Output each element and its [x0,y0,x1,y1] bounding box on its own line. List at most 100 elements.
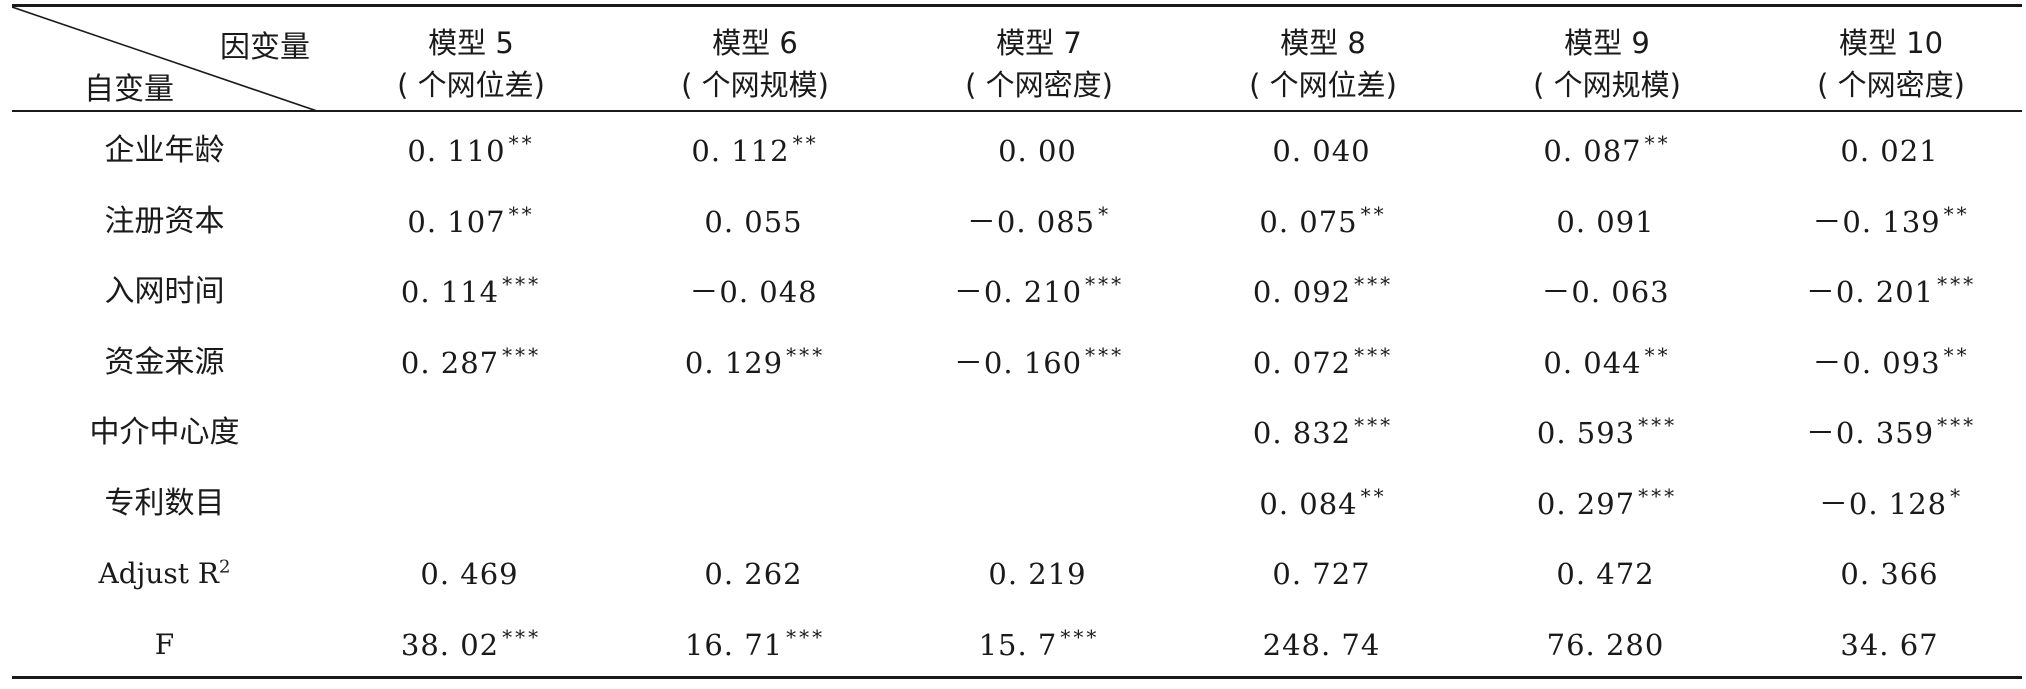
row-label: 资金来源 [12,328,317,398]
coefficient-value: －0. 085 [966,204,1096,239]
table-cell: 34. 67 [1751,610,2026,680]
table-cell [331,398,611,468]
table-cell: 0. 262 [615,539,895,609]
table-cell: 0. 727 [1183,539,1463,609]
table-row: 入网时间 0. 114 *** －0. 048 －0. 210 *** 0. 092 *** －… [12,257,2022,327]
row-label-text: 入网时间 [104,274,225,309]
dependent-variable-label: 因变量 [220,30,310,65]
model-name: 模型 5 [428,26,514,60]
significance-stars: ** [1360,201,1387,226]
coefficient-value: 0. 472 [1556,557,1655,591]
row-label-text: 资金来源 [104,344,225,380]
coefficient-value: －0. 201 [1805,275,1935,309]
table-cell: －0. 359 *** [1751,398,2026,468]
coefficient-value: 0. 129 [684,345,784,380]
table-cell: 0. 040 [1183,116,1463,186]
column-header: 模型 7 ( 个网密度) [899,22,1179,106]
table-cell: 0. 055 [615,187,895,257]
row-label: Adjust R2 [12,539,317,609]
table-cell: 0. 084 ** [1183,469,1463,539]
coefficient-value: 16. 71 [684,627,784,662]
table-cell: 38. 02 *** [331,610,611,680]
significance-stars: *** [1354,272,1394,297]
table-cell [615,398,895,468]
row-label-text: 注册资本 [104,203,225,239]
table-cell: 0. 593 *** [1467,398,1747,468]
table-cell: 0. 091 [1467,187,1747,257]
model-dependent-variable: ( 个网位差) [1249,68,1397,102]
model-name: 模型 7 [996,26,1082,60]
coefficient-value: 0. 084 [1259,486,1358,521]
table-cell: 0. 287 *** [331,328,611,398]
table-cell: 0. 114 *** [331,257,611,327]
model-name: 模型 8 [1280,26,1366,60]
significance-stars: * [1950,483,1964,508]
significance-stars: ** [508,201,535,226]
significance-stars: * [1098,201,1112,226]
table-cell: －0. 128 * [1751,469,2026,539]
coefficient-value: －0. 160 [953,345,1083,380]
table-cell: 0. 107 ** [331,187,611,257]
table-cell [899,469,1179,539]
coefficient-value: 0. 040 [1272,134,1371,168]
diagonal-divider [12,7,317,111]
coefficient-value: 0. 112 [691,134,790,168]
coefficient-value: －0. 139 [1812,204,1941,239]
coefficient-value: 34. 67 [1840,627,1939,662]
table-cell: －0. 139 ** [1751,187,2026,257]
coefficient-value: 0. 219 [988,557,1087,591]
table-cell: 0. 366 [1751,539,2026,609]
table-cell [899,398,1179,468]
coefficient-value: 15. 7 [978,627,1058,662]
table-row: 注册资本 0. 107 ** 0. 055 －0. 085 * 0. 075 ** 0. 091… [12,187,2022,257]
significance-stars: *** [502,272,542,297]
significance-stars: ** [1644,342,1671,367]
significance-stars: *** [502,342,542,367]
coefficient-value: 0. 287 [400,345,500,380]
header-rule [12,110,2022,112]
table-cell: 16. 71 *** [615,610,895,680]
coefficient-value: 0. 593 [1536,416,1636,450]
row-label-superscript: 2 [219,556,231,578]
coefficient-value: 0. 087 [1543,134,1642,168]
coefficient-value: 0. 366 [1840,557,1939,591]
row-label: 入网时间 [12,257,317,327]
table-cell: 0. 072 *** [1183,328,1463,398]
column-header: 模型 8 ( 个网位差) [1183,22,1463,106]
bottom-rule [12,676,2022,679]
coefficient-value: 0. 297 [1536,486,1636,521]
table-cell: 0. 087 ** [1467,116,1747,186]
table-cell: 0. 472 [1467,539,1747,609]
table-cell: －0. 063 [1467,257,1747,327]
row-label-text: Adjust R [98,557,219,590]
significance-stars: *** [1354,413,1394,438]
coefficient-value: 0. 107 [407,204,506,239]
row-label-text: 企业年龄 [104,133,225,168]
row-label: F [12,610,317,680]
coefficient-value: －0. 063 [1541,275,1670,309]
model-name: 模型 9 [1564,26,1650,60]
coefficient-value: 0. 727 [1272,557,1371,591]
column-header: 模型 5 ( 个网位差) [331,22,611,106]
top-rule [12,4,2022,7]
table-cell: －0. 160 *** [899,328,1179,398]
significance-stars: *** [1638,483,1678,508]
table-cell: －0. 093 ** [1751,328,2026,398]
table-row: F 38. 02 *** 16. 71 *** 15. 7 *** 248. 74 76. 28… [12,610,2022,680]
significance-stars: *** [502,624,542,649]
coefficient-value: 0. 072 [1252,345,1352,380]
table-cell [615,469,895,539]
coefficient-value: 0. 00 [998,134,1077,168]
coefficient-value: 248. 74 [1262,627,1381,662]
column-header: 模型 10 ( 个网密度) [1751,22,2026,106]
row-label-text: 中介中心度 [89,415,240,450]
table-cell: 0. 297 *** [1467,469,1747,539]
row-label: 专利数目 [12,469,317,539]
table-cell: 0. 075 ** [1183,187,1463,257]
coefficient-value: 0. 469 [420,557,519,591]
table-cell: 0. 092 *** [1183,257,1463,327]
column-header: 模型 6 ( 个网规模) [615,22,895,106]
table-cell: 0. 00 [899,116,1179,186]
significance-stars: ** [1360,483,1387,508]
row-label-text: 专利数目 [104,485,225,521]
